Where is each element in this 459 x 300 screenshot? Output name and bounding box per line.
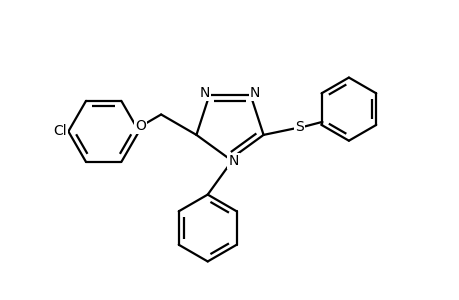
Text: N: N xyxy=(228,154,238,168)
Text: S: S xyxy=(295,121,304,134)
Text: O: O xyxy=(135,119,146,134)
Text: N: N xyxy=(250,86,260,100)
Text: N: N xyxy=(199,86,209,100)
Text: Cl: Cl xyxy=(53,124,67,138)
